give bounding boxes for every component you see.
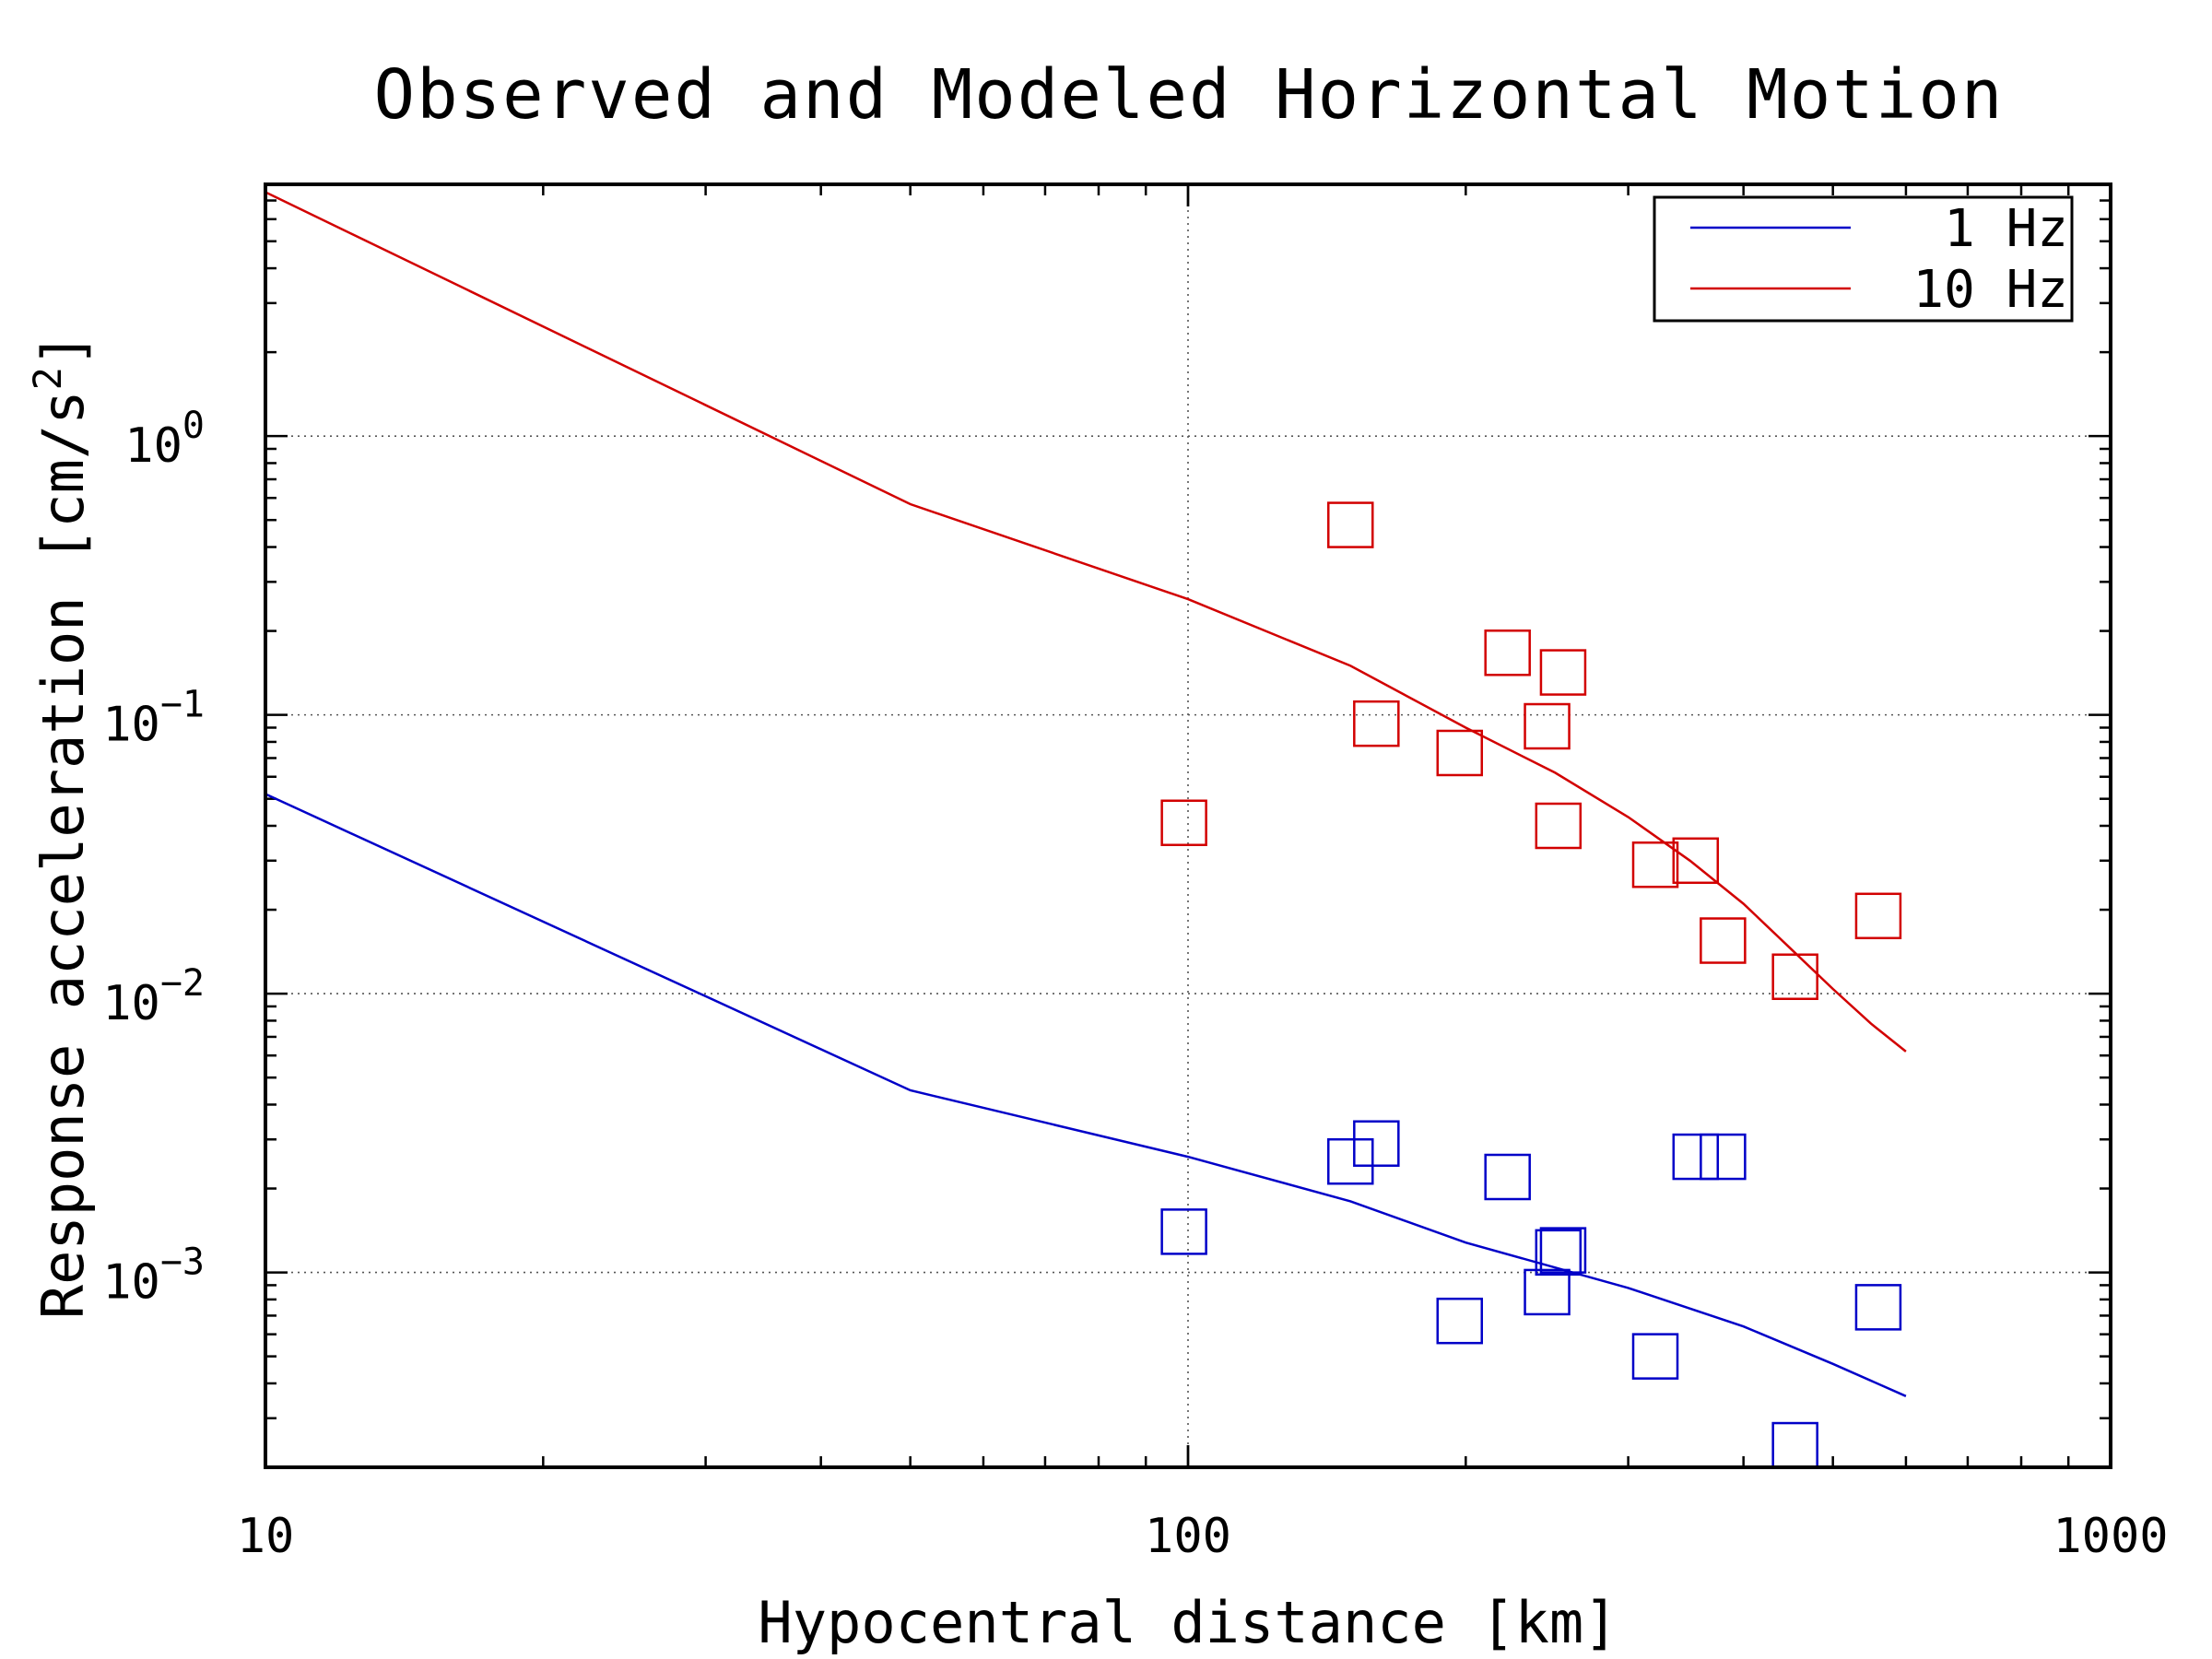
series-layer [265, 191, 1907, 1467]
y-tick-label-2: 10−2 [102, 962, 205, 1031]
y-tick-label-3: 10−3 [102, 1241, 205, 1311]
chart-title: Observed and Modeled Horizontal Motion [374, 55, 2005, 135]
marker-s2-3 [1436, 729, 1484, 777]
y-tick-label-base-3: 10 [102, 1255, 160, 1311]
marker-s2-0 [1160, 799, 1207, 847]
y-tick-label-exp-1: −1 [160, 684, 205, 726]
marker-s3-12 [1854, 1284, 1902, 1331]
x-tick-label-2: 1000 [2053, 1509, 2168, 1564]
marker-s3-6 [1535, 1229, 1583, 1277]
y-axis-label-end: ] [29, 333, 97, 367]
marker-s3-4 [1484, 1153, 1531, 1201]
marker-s2-4 [1484, 629, 1531, 677]
marker-s2-12 [1854, 892, 1902, 940]
marker-s3-7 [1539, 1227, 1587, 1274]
y-tick-label-base-0: 10 [124, 418, 182, 474]
legend-label-10hz: 10 Hz [1912, 260, 2068, 320]
marker-s3-11 [1771, 1421, 1818, 1467]
y-tick-label-0: 100 [124, 405, 205, 474]
marker-s3-5 [1524, 1268, 1571, 1316]
y-tick-label-exp-2: −2 [160, 962, 205, 1005]
y-tick-label-1: 10−1 [102, 684, 205, 753]
x-tick-label-1: 100 [1145, 1509, 1231, 1564]
legend-box [1653, 195, 2074, 323]
marker-s3-3 [1436, 1297, 1484, 1345]
marker-s2-6 [1535, 802, 1583, 850]
marker-s3-9 [1672, 1133, 1720, 1181]
x-axis-label: Hypocentral distance [km] [758, 1589, 1618, 1656]
marker-s3-10 [1700, 1133, 1747, 1181]
marker-s2-8 [1631, 841, 1679, 888]
y-tick-label-base-1: 10 [102, 698, 160, 753]
marker-s3-2 [1353, 1120, 1400, 1167]
marker-s2-5 [1524, 702, 1571, 750]
marker-s3-8 [1631, 1333, 1679, 1380]
marker-s2-7 [1539, 649, 1587, 696]
x-tick-label-0: 10 [237, 1509, 295, 1564]
legend: 1 Hz 10 Hz [1653, 195, 2074, 323]
y-axis-label-main: Response acceleration [cm/s [29, 390, 97, 1319]
y-axis-label-superscript: 2 [25, 367, 70, 390]
series-line-0 [265, 793, 1907, 1397]
marker-s3-1 [1327, 1137, 1374, 1185]
y-tick-label-base-2: 10 [102, 976, 160, 1031]
marker-s2-10 [1700, 917, 1747, 964]
series-line-1 [265, 191, 1907, 1053]
legend-label-1hz: 1 Hz [1944, 199, 2068, 259]
y-tick-label-exp-0: 0 [182, 405, 205, 447]
y-axis-label: Response acceleration [cm/s2] [25, 333, 97, 1319]
marker-s2-9 [1672, 837, 1720, 885]
marker-s3-0 [1160, 1208, 1207, 1255]
marker-s2-1 [1327, 501, 1374, 548]
marker-s2-2 [1353, 700, 1400, 747]
y-tick-label-exp-3: −3 [160, 1241, 205, 1284]
marker-s2-11 [1771, 953, 1818, 1000]
grid [265, 184, 2111, 1467]
plot-frame [264, 182, 2112, 1469]
